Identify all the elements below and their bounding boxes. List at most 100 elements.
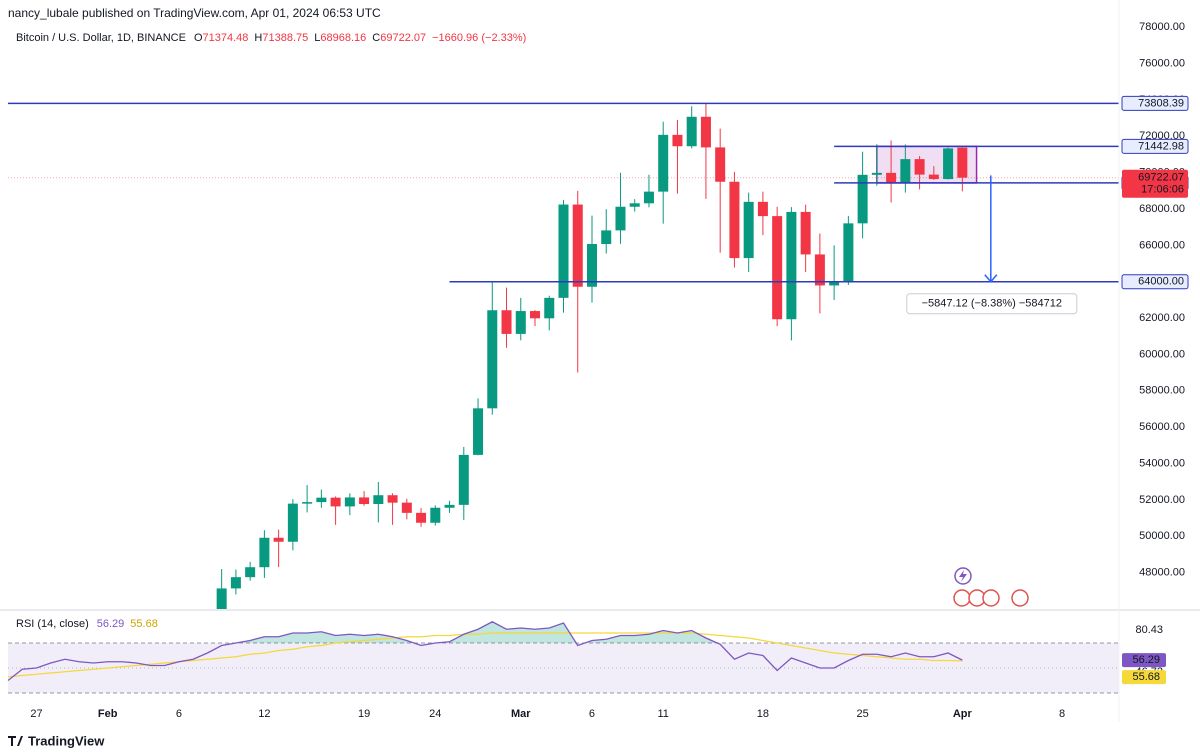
countdown: 17:06:06 xyxy=(1141,184,1184,196)
y-tick-label: 52000.00 xyxy=(1139,494,1185,506)
y-tick-label: 66000.00 xyxy=(1139,239,1185,251)
candle-body xyxy=(558,204,569,298)
candle-body xyxy=(273,537,284,542)
ohlc-value: 71374.48 xyxy=(203,32,249,44)
candle-body xyxy=(316,497,327,503)
candle-body xyxy=(743,201,754,259)
level-badge xyxy=(1121,274,1189,290)
candle-body xyxy=(302,502,313,504)
rsi-tick-label: 80.43 xyxy=(1135,624,1163,636)
candle-body xyxy=(943,148,954,180)
candle-body xyxy=(515,311,526,334)
labels: 48000.00 50000.00 52000.00 54000.00 56000.00… xyxy=(30,21,1189,720)
candle-body xyxy=(359,497,370,505)
x-tick-label: 6 xyxy=(589,708,595,720)
ohlc-value: 71388.75 xyxy=(262,32,308,44)
rsi-pane xyxy=(7,621,1119,694)
legend: Bitcoin / U.S. Dollar, 1D, BINANCE O71374… xyxy=(16,32,526,44)
candle-body xyxy=(928,174,939,180)
candle-body xyxy=(444,504,455,508)
candle-body xyxy=(900,159,911,183)
x-tick-label: Mar xyxy=(511,708,531,720)
change: −1660.96 (−2.33%) xyxy=(432,32,526,44)
x-tick-label: 12 xyxy=(258,708,270,720)
x-tick-label: 8 xyxy=(1059,708,1065,720)
y-tick-label: 78000.00 xyxy=(1139,21,1185,33)
candle-body xyxy=(259,537,270,568)
y-tick-label: 68000.00 xyxy=(1139,203,1185,215)
ohlc-value: 69722.07 xyxy=(380,32,426,44)
ohlc-value: 68968.16 xyxy=(320,32,366,44)
measure-box xyxy=(906,293,1078,315)
price-badge xyxy=(1122,169,1188,198)
rsi-legend: RSI (14, close) 56.29 55.68 xyxy=(16,618,158,630)
level-label: 71442.98 xyxy=(1138,140,1184,152)
ohlc-key: H xyxy=(254,32,262,44)
y-tick-label: 50000.00 xyxy=(1139,530,1185,542)
footer xyxy=(0,722,1200,756)
rsi-title: RSI (14, close) xyxy=(16,618,89,630)
rsi-band xyxy=(8,643,1119,693)
candle-body xyxy=(914,159,925,175)
candle-body xyxy=(672,134,683,147)
candle-body xyxy=(757,201,768,217)
candle-body xyxy=(886,172,897,183)
candle-body xyxy=(800,211,811,255)
rsi-badge xyxy=(1122,670,1166,685)
event-icon xyxy=(959,570,967,582)
candle-body xyxy=(487,310,498,409)
candle-body xyxy=(530,311,541,319)
ma-value: 55.68 xyxy=(130,618,158,630)
price-label: 69722.07 xyxy=(1138,172,1184,184)
x-tick-label: 19 xyxy=(358,708,370,720)
candle-body xyxy=(387,495,398,503)
y-tick-label: 56000.00 xyxy=(1139,421,1185,433)
candle-body xyxy=(401,502,412,513)
event-icons xyxy=(953,567,1029,607)
candle-body xyxy=(715,147,726,182)
ohlc-key: L xyxy=(314,32,320,44)
candle-body xyxy=(344,497,355,507)
candle-body xyxy=(458,454,469,505)
level-badge xyxy=(1121,138,1189,154)
candle-body xyxy=(430,507,441,523)
measure-label: −5847.12 (−8.38%) −584712 xyxy=(922,298,1062,310)
candle-body xyxy=(601,230,612,245)
candle-body xyxy=(586,244,597,287)
rsi-value: 56.29 xyxy=(97,618,125,630)
brand: TradingView xyxy=(28,733,105,748)
x-tick-label: Feb xyxy=(98,708,118,720)
x-tick-label: 18 xyxy=(757,708,769,720)
measure-head xyxy=(984,274,998,283)
candle-body xyxy=(330,497,341,507)
candle-body xyxy=(473,408,484,455)
candle-body xyxy=(772,216,783,320)
candle-body xyxy=(501,310,512,334)
y-tick-label: 62000.00 xyxy=(1139,312,1185,324)
event-icon xyxy=(1011,589,1029,607)
candle-body xyxy=(857,174,868,224)
x-tick-label: 6 xyxy=(176,708,182,720)
candle-body xyxy=(814,254,825,286)
brand-logo xyxy=(8,736,23,746)
candle-body xyxy=(287,503,298,542)
candle-body xyxy=(729,181,740,259)
candle-body xyxy=(658,134,669,192)
rsi-line xyxy=(7,632,963,678)
x-tick-label: 24 xyxy=(429,708,441,720)
candle-body xyxy=(216,588,227,609)
price-pane xyxy=(8,102,1119,609)
event-icon xyxy=(982,589,1000,607)
level-label: 64000.00 xyxy=(1138,276,1184,288)
rsi-badge-label: 55.68 xyxy=(1132,671,1160,683)
event-icon xyxy=(953,589,971,607)
publisher: nancy_lubale published on TradingView.co… xyxy=(8,6,381,20)
candle-body xyxy=(871,172,882,175)
candle-body xyxy=(572,204,583,287)
candle-body xyxy=(245,567,256,578)
candle-body xyxy=(615,206,626,231)
candle-body xyxy=(629,203,640,207)
candle-body xyxy=(686,116,697,147)
